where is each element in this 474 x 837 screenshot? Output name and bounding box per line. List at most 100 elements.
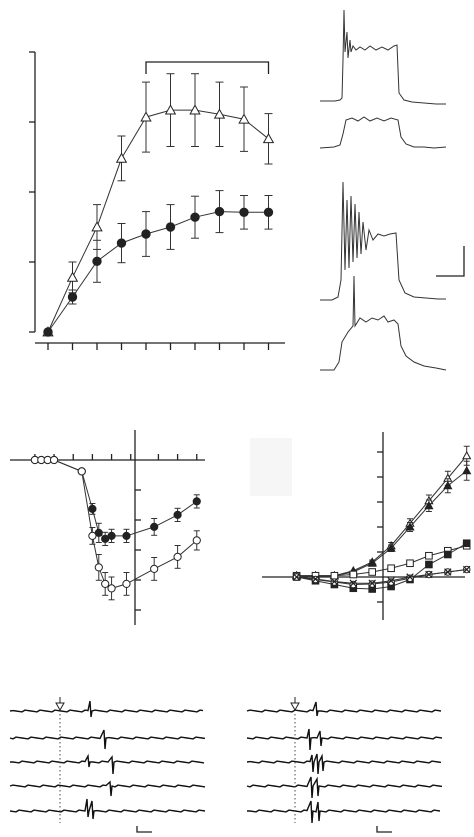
data-point (368, 579, 376, 587)
data-point (425, 560, 433, 569)
data-point (116, 238, 127, 248)
data-point (192, 536, 201, 545)
data-point (107, 531, 116, 541)
bottom-left-raster (9, 697, 206, 833)
sweep-trace (246, 776, 443, 799)
data-point (330, 577, 339, 586)
data-point (462, 565, 471, 574)
voltage-trace (320, 9, 446, 105)
data-point (165, 222, 176, 232)
data-point (189, 104, 201, 115)
sweep-trace (9, 729, 206, 750)
data-point (150, 522, 159, 532)
data-point (406, 574, 414, 583)
arrow-icon (290, 702, 300, 712)
data-point (190, 212, 200, 222)
data-point-stroke (406, 573, 414, 581)
data-point (386, 543, 396, 552)
data-point-stroke (292, 573, 301, 581)
data-point (263, 207, 274, 218)
data-point (88, 504, 97, 513)
data-point (425, 551, 433, 560)
data-point (213, 108, 226, 119)
data-point-stroke (311, 575, 320, 583)
data-point (107, 584, 116, 593)
middle-left-chart (10, 430, 205, 625)
arrow-icon (55, 702, 65, 712)
data-point (150, 564, 159, 574)
voltage-trace (320, 181, 446, 301)
data-point-stroke (425, 570, 433, 579)
series-line (296, 542, 467, 590)
data-point (443, 480, 453, 490)
data-point (239, 207, 249, 218)
data-point (406, 559, 414, 568)
inset-box (250, 438, 292, 496)
data-point (49, 455, 59, 465)
data-point (349, 570, 358, 579)
data-point (444, 550, 452, 559)
sweep-trace (246, 728, 443, 751)
sweep-trace (246, 753, 442, 775)
data-point (67, 292, 78, 302)
data-point (214, 206, 225, 217)
data-point-stroke (349, 579, 358, 587)
sweep-trace (247, 800, 441, 824)
scale-bar (136, 826, 152, 833)
data-point (462, 539, 471, 548)
data-point (173, 552, 182, 562)
top-right-traces (319, 9, 465, 371)
data-point (88, 531, 97, 541)
data-point (122, 531, 131, 541)
data-point (367, 558, 377, 567)
series-line (296, 545, 467, 577)
data-point (292, 573, 301, 581)
data-point-stroke (330, 577, 339, 586)
data-point (262, 132, 275, 144)
data-point (387, 578, 395, 586)
data-point (425, 570, 433, 579)
data-point (311, 575, 320, 583)
data-point (91, 221, 103, 232)
sweep-trace (9, 780, 206, 797)
data-point (330, 571, 339, 580)
sweep-trace (9, 700, 204, 718)
data-point (462, 465, 472, 475)
data-point (115, 152, 128, 163)
data-point (122, 579, 131, 589)
data-point (77, 467, 86, 476)
data-point (349, 579, 358, 587)
data-point (94, 563, 103, 572)
data-point (349, 580, 358, 589)
data-point (164, 104, 177, 115)
data-point-stroke (462, 565, 471, 574)
data-point (462, 450, 472, 460)
series-line (34, 459, 198, 540)
sweep-trace (246, 701, 442, 717)
middle-right-chart (250, 432, 472, 620)
sweep-trace (10, 753, 205, 775)
series-line (47, 211, 269, 333)
data-point (368, 568, 376, 576)
series-line (296, 569, 467, 584)
top-left-chart (29, 51, 285, 350)
data-point (387, 577, 395, 585)
data-point (238, 113, 250, 124)
voltage-trace (320, 275, 447, 371)
sweep-trace (9, 798, 206, 820)
data-point (424, 500, 434, 510)
data-point (92, 256, 102, 266)
data-point (140, 111, 152, 122)
data-point-stroke (368, 579, 376, 587)
data-point (406, 573, 414, 581)
data-point (43, 327, 53, 337)
data-point-stroke (387, 577, 395, 585)
data-point (444, 568, 452, 576)
data-point-stroke (444, 568, 452, 576)
voltage-trace (319, 116, 447, 149)
data-point (192, 497, 201, 506)
bottom-right-raster (246, 697, 443, 833)
series-line (47, 109, 269, 333)
data-point (405, 522, 415, 531)
